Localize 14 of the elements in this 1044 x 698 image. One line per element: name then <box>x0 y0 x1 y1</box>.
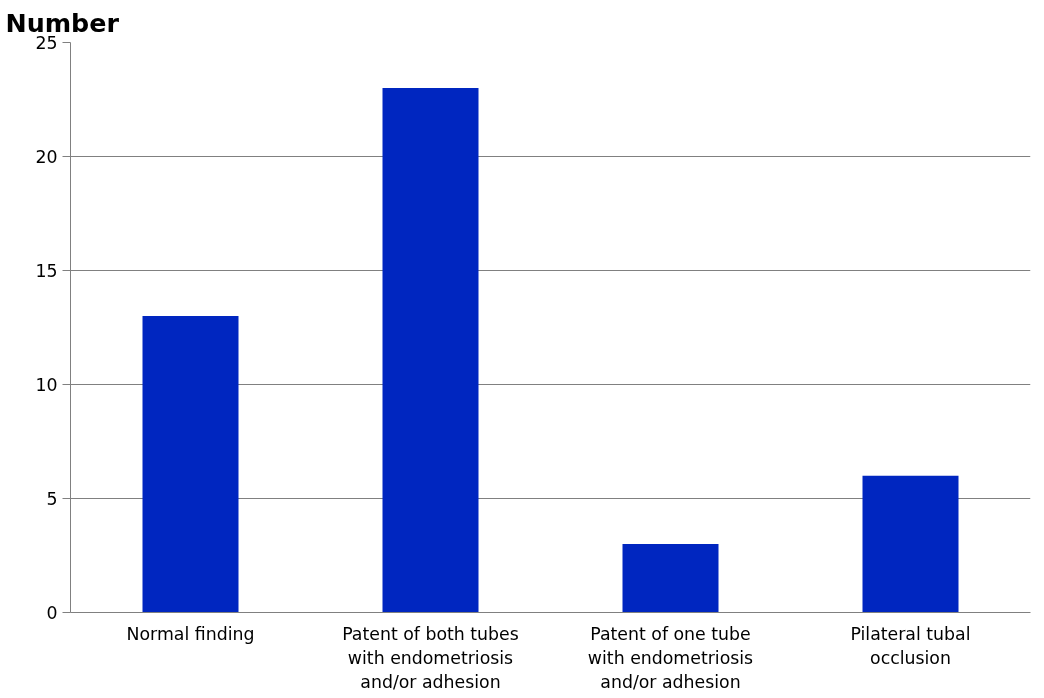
y-tick-label: 10 <box>35 375 58 395</box>
bar <box>142 316 239 613</box>
y-tick-label: 20 <box>35 147 58 167</box>
bar <box>862 475 959 613</box>
x-tick-label: Pilateral tubal occlusion <box>850 623 971 668</box>
bar <box>622 544 719 613</box>
x-tick-label: Patent of both tubes with endometriosis and/or adhesion <box>342 623 519 692</box>
y-tick-label: 15 <box>35 261 58 281</box>
x-tick-label: Normal finding <box>126 623 255 644</box>
y-tick-label: 5 <box>46 489 58 509</box>
y-tick-label: 0 <box>46 603 58 623</box>
y-tick-label: 25 <box>35 33 58 53</box>
bar <box>382 88 479 613</box>
x-tick-label: Patent of one tube with endometriosis and/or adhesion <box>587 623 754 692</box>
